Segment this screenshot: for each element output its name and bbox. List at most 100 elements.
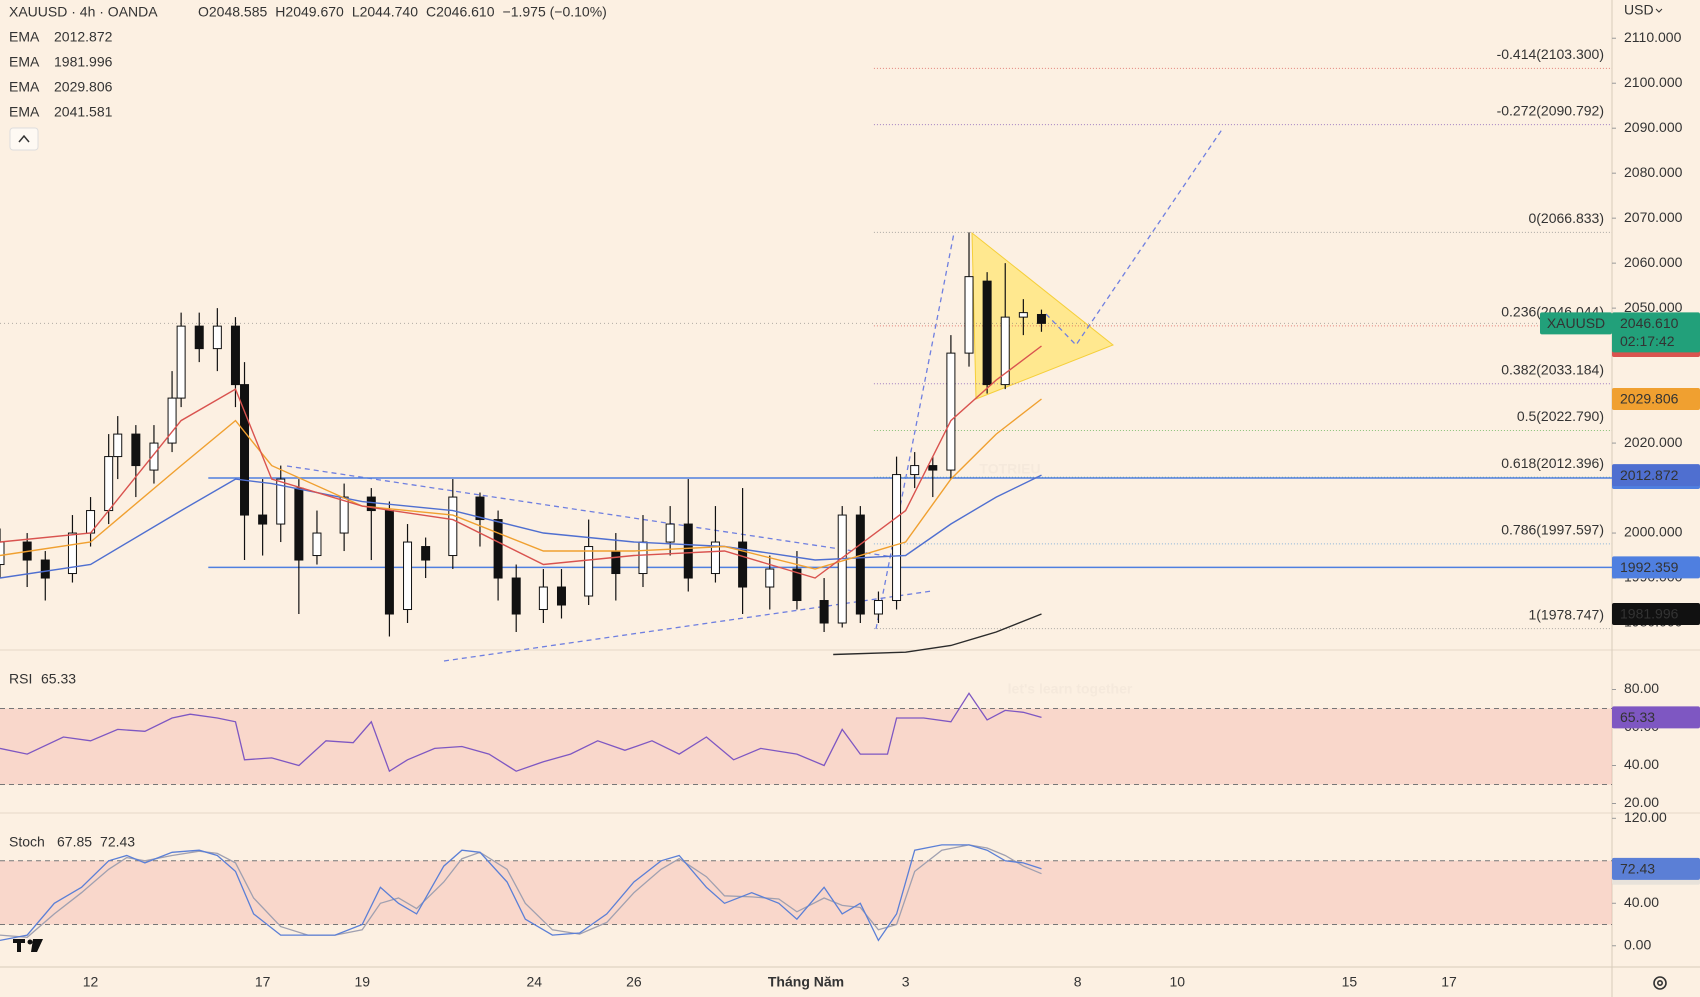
candle-body xyxy=(493,519,503,579)
price-tag-label: 2046.610 xyxy=(1620,315,1679,331)
x-tick-label: 17 xyxy=(255,974,271,990)
symbol-title: XAUUSD · 4h · OANDA xyxy=(9,4,158,20)
price-tag xyxy=(1612,857,1700,880)
price-tag-label: 1981.996 xyxy=(1620,606,1679,622)
indicator-line xyxy=(0,692,1042,773)
candle-body xyxy=(149,442,159,471)
x-tick-label: 26 xyxy=(626,974,642,990)
ohlc-value: −1.975 (−0.10%) xyxy=(503,4,607,20)
candle-body xyxy=(683,523,693,579)
legend-name: EMA xyxy=(9,104,40,120)
candle-body xyxy=(855,514,865,615)
candle-body xyxy=(511,577,521,615)
candle-body xyxy=(475,496,485,521)
legend-value: 2041.581 xyxy=(54,104,113,120)
currency-dropdown-icon xyxy=(1655,8,1663,13)
candle-body xyxy=(366,496,376,512)
gear-ring xyxy=(1653,976,1667,990)
candle-body xyxy=(1018,312,1028,318)
candle-body xyxy=(1036,313,1046,324)
candle-body xyxy=(276,478,286,525)
candle-body xyxy=(312,532,322,557)
x-tick-label: 24 xyxy=(527,974,543,990)
price-tag xyxy=(1612,464,1700,487)
indicator-value: 72.43 xyxy=(100,834,135,850)
tv-logo xyxy=(13,939,43,952)
indicator-line xyxy=(0,844,1042,942)
price-tag xyxy=(1612,556,1700,579)
indicator-line xyxy=(0,844,1042,938)
y-tick-label: 2000.000 xyxy=(1624,524,1683,540)
candle-body xyxy=(339,496,349,534)
x-tick-label: 10 xyxy=(1170,974,1186,990)
price-tag-label: 72.43 xyxy=(1620,861,1655,877)
y-tick-label: 2080.000 xyxy=(1624,164,1683,180)
y-tick-label: 2060.000 xyxy=(1624,254,1683,270)
indicator-value: 65.33 xyxy=(41,671,76,687)
ema-line xyxy=(0,398,1042,570)
trend-line xyxy=(875,232,955,630)
y-tick-label: 20.00 xyxy=(1624,794,1659,810)
candle-body xyxy=(240,384,250,516)
x-tick-label: 17 xyxy=(1441,974,1457,990)
band-fill xyxy=(0,860,1612,925)
candle-body xyxy=(67,532,77,575)
x-tick-label: 8 xyxy=(1074,974,1082,990)
candle-body xyxy=(40,559,50,579)
y-tick-label: 2020.000 xyxy=(1624,434,1683,450)
currency-label[interactable]: USD xyxy=(1624,2,1654,18)
fib-level-label: 1(1978.747) xyxy=(1528,606,1604,622)
projection-line xyxy=(1045,127,1224,347)
band-fill xyxy=(0,708,1612,785)
candle-body xyxy=(638,541,648,575)
legend-value: 1981.996 xyxy=(54,54,113,70)
fib-level-label: -0.272(2090.792) xyxy=(1497,102,1604,118)
plot-area: -0.414(2103.300) -0.272(2090.792) 0(2066.8… xyxy=(0,46,1612,942)
fib-level-label: 0.786(1997.597) xyxy=(1501,522,1604,538)
settings-icon[interactable] xyxy=(1653,976,1667,990)
candle-body xyxy=(819,600,829,624)
candle-body xyxy=(738,541,748,588)
candle-body xyxy=(448,496,458,557)
candle-body xyxy=(611,550,621,575)
y-tick-label: 40.00 xyxy=(1624,756,1659,772)
y-tick-label: 2100.000 xyxy=(1624,74,1683,90)
y-tick-label: 80.00 xyxy=(1624,680,1659,696)
ohlc-header: O2048.585 H2049.670 L2044.740 C2046.610 −1.9… xyxy=(198,4,607,20)
ohlc-value: C2046.610 xyxy=(426,4,495,20)
ohlc-value: L2044.740 xyxy=(352,4,418,20)
price-tag xyxy=(1612,603,1700,626)
price-tag-label: 1992.359 xyxy=(1620,559,1679,575)
candle-body xyxy=(167,397,177,444)
y-tick-label: 2110.000 xyxy=(1624,29,1682,45)
x-tick-label: Tháng Năm xyxy=(768,974,844,990)
x-tick-label: 12 xyxy=(83,974,99,990)
candle-body xyxy=(792,568,802,602)
ema-line xyxy=(0,474,1042,579)
candle-body xyxy=(113,433,123,458)
trend-line xyxy=(286,465,901,559)
candle-body xyxy=(194,325,204,350)
collapse-button[interactable] xyxy=(9,127,39,151)
logo-part xyxy=(17,939,21,952)
candle-body xyxy=(765,568,775,588)
price-tag xyxy=(1540,312,1612,335)
price-tag xyxy=(1612,706,1700,729)
y-tick-label: 2090.000 xyxy=(1624,119,1683,135)
gear-center xyxy=(1657,979,1664,986)
legend-name: EMA xyxy=(9,29,40,45)
candle-body xyxy=(665,523,675,543)
legend-value: 2029.806 xyxy=(54,79,113,95)
watermark-text: let's learn together xyxy=(1008,681,1133,697)
candle-body xyxy=(584,546,594,597)
price-tag xyxy=(1612,387,1700,410)
y-tick-label: 0.00 xyxy=(1624,936,1651,952)
price-tag-symbol: XAUUSD xyxy=(1547,315,1605,331)
candle-body xyxy=(837,514,847,624)
fib-level-label: 0.382(2033.184) xyxy=(1501,361,1604,377)
candle-body xyxy=(403,541,413,611)
y-tick-label: 40.00 xyxy=(1624,894,1659,910)
fib-level-label: 0.618(2012.396) xyxy=(1501,455,1604,471)
legend-value: 2012.872 xyxy=(54,29,113,45)
